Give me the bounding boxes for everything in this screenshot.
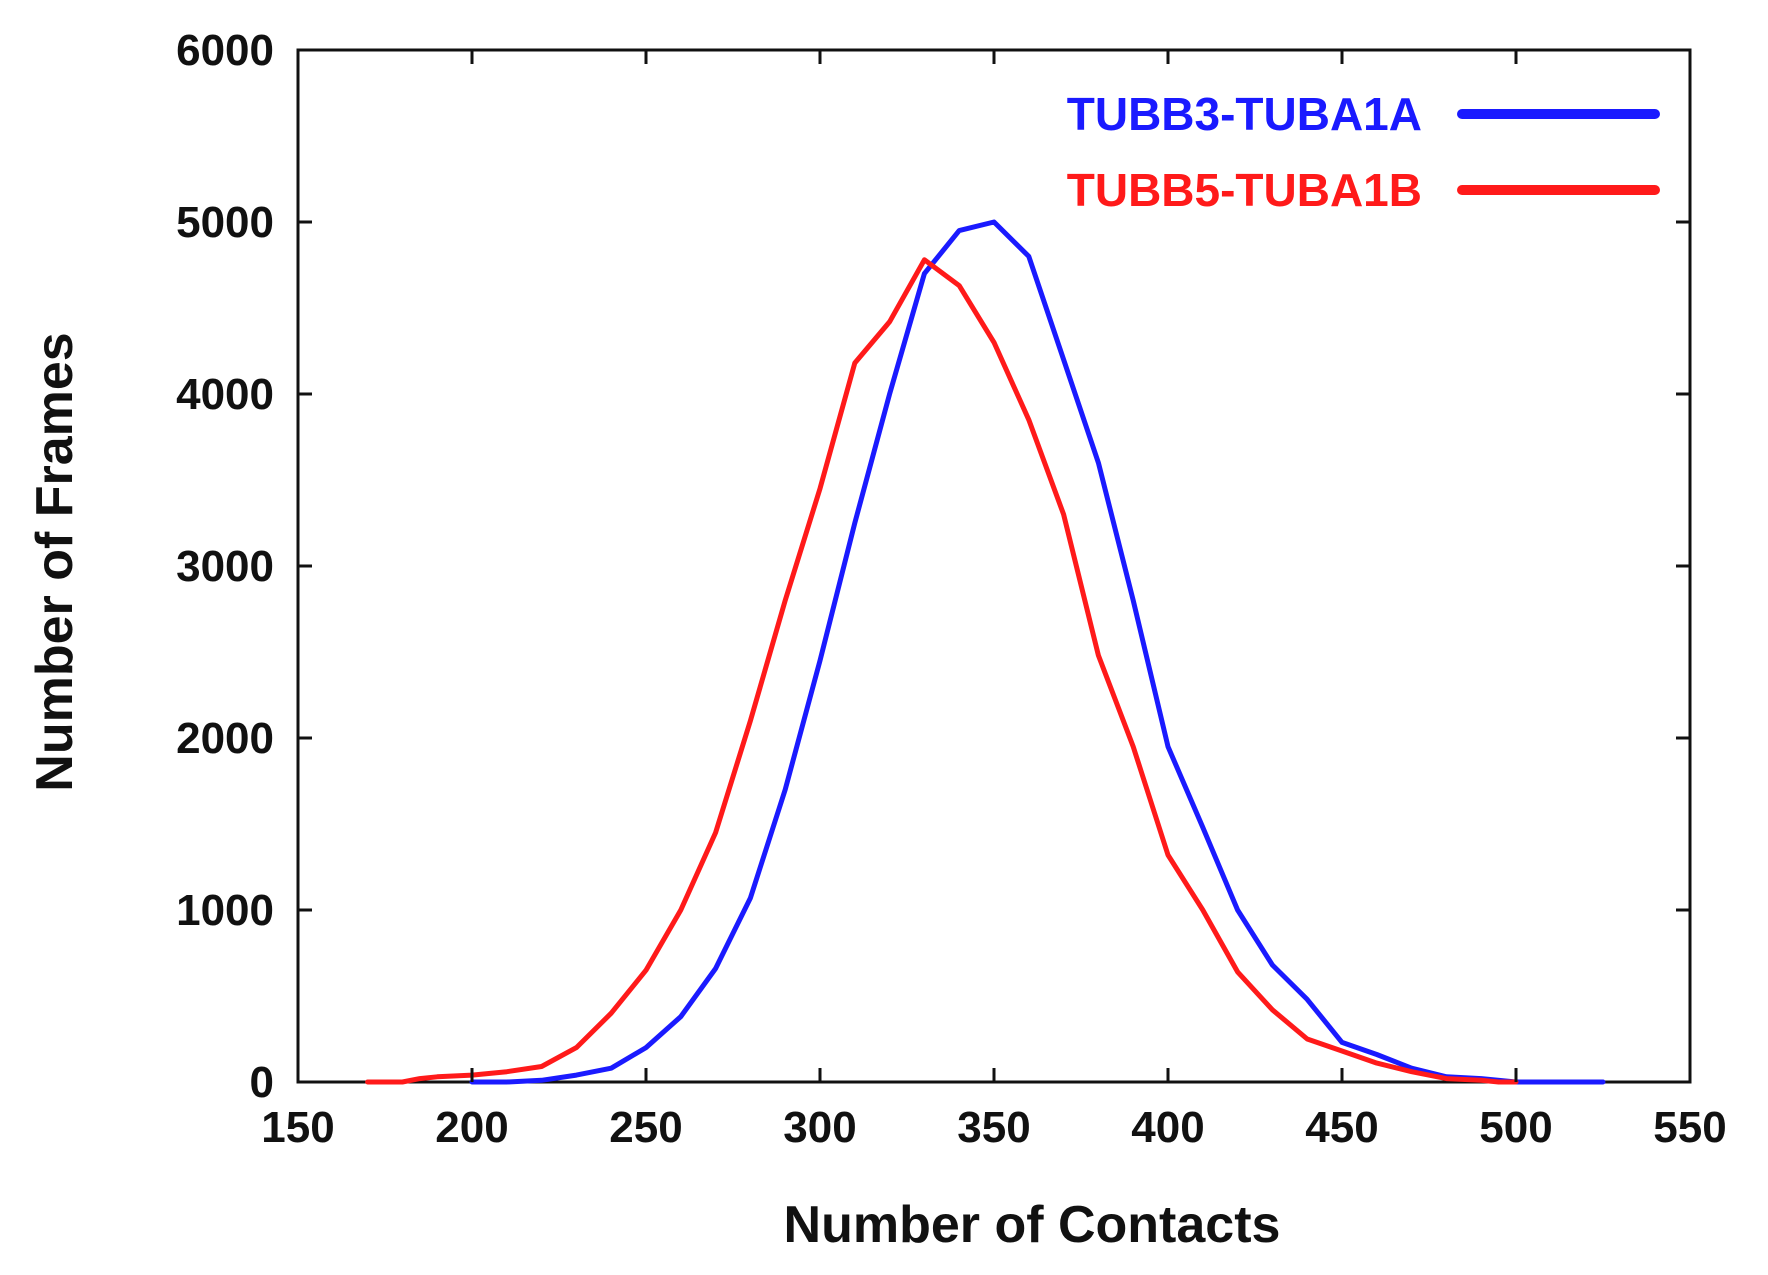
- y-tick-label: 2000: [176, 714, 274, 763]
- x-tick-label: 550: [1653, 1103, 1726, 1152]
- series-line-1: [469, 219, 1606, 1085]
- y-tick-label: 4000: [176, 370, 274, 419]
- y-tick-label: 3000: [176, 542, 274, 591]
- x-tick-label: 150: [261, 1103, 334, 1152]
- x-axis-title: Number of Contacts: [784, 1196, 1281, 1254]
- legend-label-2: TUBB5-TUBA1B: [1067, 164, 1422, 216]
- series-line-2: [365, 257, 1519, 1085]
- y-tick-label: 5000: [176, 198, 274, 247]
- y-tick-label: 6000: [176, 26, 274, 75]
- y-tick-label: 0: [250, 1058, 274, 1107]
- x-tick-label: 400: [1131, 1103, 1204, 1152]
- x-tick-label: 350: [957, 1103, 1030, 1152]
- x-tick-label: 500: [1479, 1103, 1552, 1152]
- legend: TUBB3-TUBA1A TUBB5-TUBA1B: [1067, 88, 1660, 216]
- y-axis-title: Number of Frames: [26, 332, 84, 791]
- x-tick-label: 250: [609, 1103, 682, 1152]
- x-tick-label: 300: [783, 1103, 856, 1152]
- plot-frame: [296, 48, 1692, 1084]
- x-tick-label: 450: [1305, 1103, 1378, 1152]
- legend-label-1: TUBB3-TUBA1A: [1067, 88, 1422, 140]
- x-tick-label: 200: [435, 1103, 508, 1152]
- y-tick-label: 1000: [176, 886, 274, 935]
